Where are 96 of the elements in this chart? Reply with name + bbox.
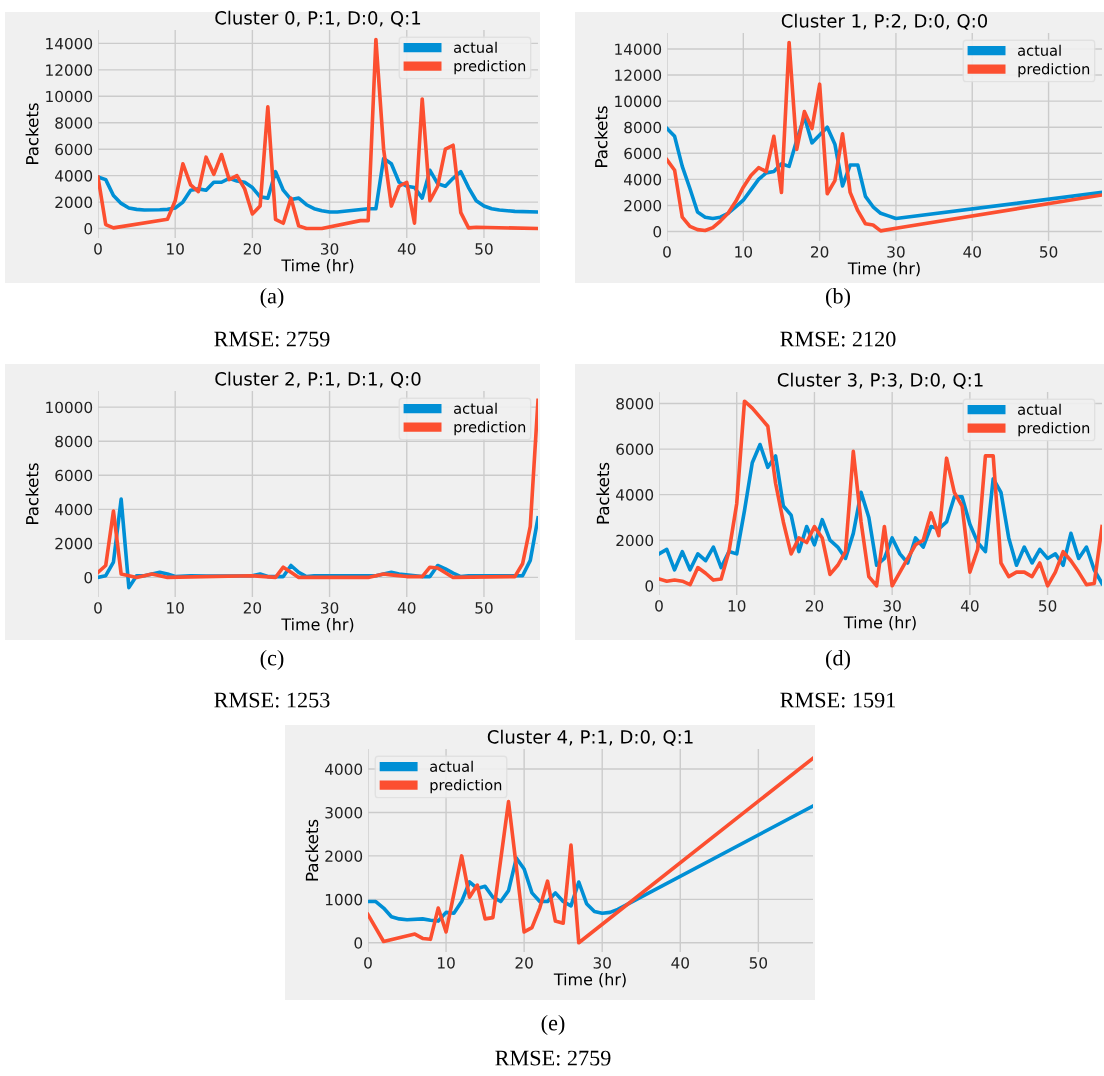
text: RMSE: 2120 <box>780 331 896 347</box>
x-tick-label: 0 <box>94 602 102 614</box>
x-tick-label: 20 <box>243 243 262 255</box>
text: (c) <box>260 649 284 671</box>
x-tick-label: 0 <box>364 957 372 969</box>
legend-label: actual <box>430 760 473 772</box>
legend-label: actual <box>1018 44 1061 56</box>
y-tick-label: 0 <box>84 571 93 584</box>
y-tick-label: 4000 <box>55 170 93 182</box>
x-tick-label: 40 <box>960 600 979 612</box>
y-axis-title: Packets <box>594 106 608 167</box>
legend-label: prediction <box>1018 422 1090 437</box>
x-tick-label: 0 <box>94 243 102 255</box>
y-tick-label: 10000 <box>46 401 93 414</box>
y-tick-label: 6000 <box>55 143 93 156</box>
x-tick-label: 50 <box>475 243 493 255</box>
y-tick-label: 3000 <box>325 806 363 819</box>
text: (e) <box>541 1014 565 1036</box>
y-axis-title: Packets <box>25 463 39 524</box>
x-tick-label: 50 <box>749 957 768 969</box>
x-axis-title: Time (hr) <box>843 616 916 631</box>
x-tick-label: 30 <box>593 957 611 969</box>
y-axis-title: Packets <box>25 103 39 164</box>
x-tick-label: 40 <box>397 243 416 255</box>
y-tick-label: 8000 <box>55 435 93 448</box>
y-tick-label: 10000 <box>46 90 93 103</box>
x-tick-label: 20 <box>811 246 829 258</box>
legend-label: actual <box>1018 403 1061 415</box>
legend-label: actual <box>454 402 497 414</box>
y-tick-label: 2000 <box>624 199 662 212</box>
y-tick-label: 6000 <box>616 443 654 456</box>
x-tick-label: 10 <box>167 243 184 255</box>
chart-title: Cluster 2, P:1, D:1, Q:0 <box>215 371 421 388</box>
y-tick-label: 6000 <box>624 147 662 160</box>
x-tick-label: 10 <box>438 957 455 969</box>
x-tick-label: 40 <box>671 957 689 969</box>
y-tick-label: 2000 <box>55 537 93 550</box>
y-tick-label: 6000 <box>55 469 93 482</box>
x-tick-label: 20 <box>805 600 824 612</box>
y-tick-label: 1000 <box>325 893 363 906</box>
x-axis-title: Time (hr) <box>281 618 354 633</box>
y-tick-label: 14000 <box>615 43 662 55</box>
y-tick-label: 0 <box>354 937 363 949</box>
x-tick-label: 10 <box>167 602 184 614</box>
x-tick-label: 20 <box>243 602 262 614</box>
text: (b) <box>826 287 850 309</box>
x-tick-label: 30 <box>321 243 339 255</box>
y-tick-label: 4000 <box>624 173 662 186</box>
y-tick-label: 10000 <box>615 95 662 108</box>
x-tick-label: 30 <box>321 602 339 614</box>
x-tick-label: 50 <box>1040 246 1058 258</box>
text: (d) <box>826 649 850 671</box>
y-tick-label: 2000 <box>325 850 363 862</box>
x-tick-label: 20 <box>515 957 533 969</box>
y-axis-title: Packets <box>305 819 319 881</box>
y-tick-label: 2000 <box>616 534 654 547</box>
chart-title: Cluster 0, P:1, D:0, Q:1 <box>215 10 421 27</box>
x-tick-label: 50 <box>475 602 493 614</box>
x-tick-label: 30 <box>883 600 901 612</box>
x-tick-label: 40 <box>963 246 981 258</box>
x-tick-label: 50 <box>1039 600 1057 612</box>
x-tick-label: 10 <box>735 246 753 258</box>
legend-label: prediction <box>430 779 502 794</box>
y-tick-label: 12000 <box>46 64 93 76</box>
y-tick-label: 8000 <box>624 121 662 134</box>
y-tick-label: 4000 <box>616 489 654 501</box>
x-axis-title: Time (hr) <box>553 973 626 988</box>
y-tick-label: 12000 <box>615 69 662 82</box>
legend-label: actual <box>454 41 497 53</box>
chart-title: Cluster 4, P:1, D:0, Q:1 <box>487 729 693 746</box>
y-tick-label: 4000 <box>325 763 363 776</box>
y-tick-label: 8000 <box>55 117 93 129</box>
x-tick-label: 10 <box>728 600 746 612</box>
y-tick-label: 14000 <box>46 37 93 50</box>
y-tick-label: 4000 <box>55 503 93 516</box>
y-tick-label: 0 <box>653 226 662 238</box>
chart-title: Cluster 1, P:2, D:0, Q:0 <box>781 13 988 30</box>
y-tick-label: 2000 <box>55 196 93 209</box>
x-axis-title: Time (hr) <box>847 262 920 277</box>
text: (a) <box>260 287 284 309</box>
text: RMSE: 1253 <box>214 692 330 708</box>
text: RMSE: 2759 <box>495 1050 611 1066</box>
y-tick-label: 8000 <box>616 397 654 410</box>
x-tick-label: 40 <box>397 602 416 614</box>
y-axis-title: Packets <box>596 462 610 524</box>
legend-label: prediction <box>1018 63 1090 78</box>
text: RMSE: 1591 <box>780 692 896 708</box>
legend-label: prediction <box>454 421 526 436</box>
chart-title: Cluster 3, P:3, D:0, Q:1 <box>777 372 983 389</box>
x-axis-title: Time (hr) <box>281 259 354 274</box>
x-tick-label: 30 <box>887 246 905 258</box>
y-tick-label: 0 <box>84 223 93 235</box>
y-tick-label: 0 <box>645 580 654 592</box>
x-tick-label: 0 <box>663 246 671 258</box>
legend-label: prediction <box>454 60 526 75</box>
text: RMSE: 2759 <box>214 331 330 347</box>
